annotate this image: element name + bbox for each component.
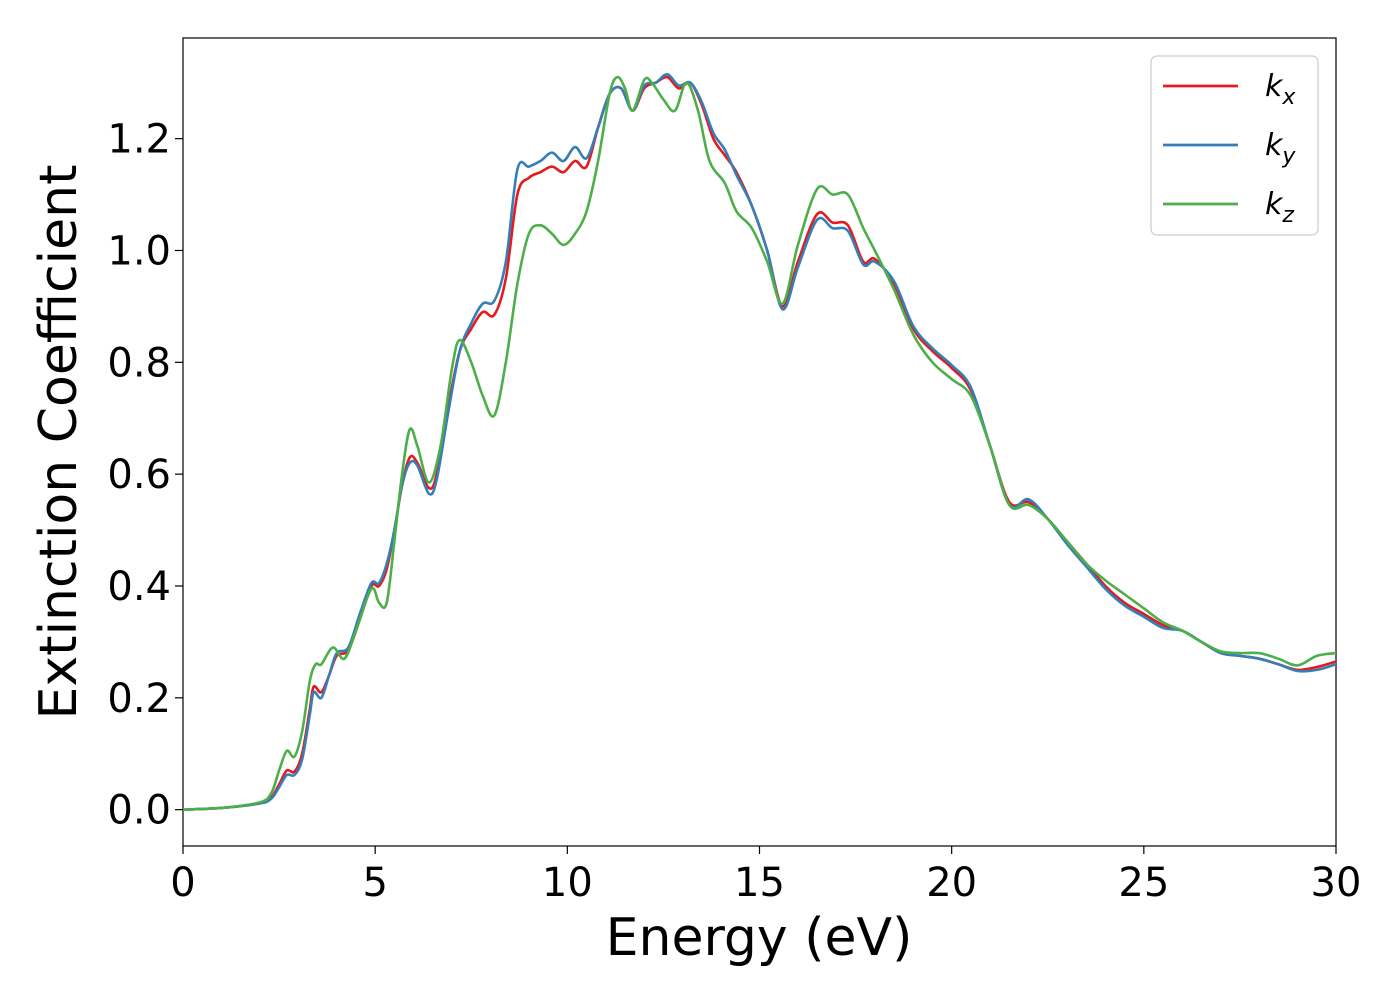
y-axis: 0.0 0.2 0.4 0.6 0.8 1.0 1.2: [107, 117, 183, 834]
series-line-z: [183, 75, 1336, 811]
x-tick-label: 5: [362, 860, 387, 906]
legend-label-z: kz: [1265, 187, 1294, 228]
legend-label-y: ky: [1265, 128, 1296, 169]
legend-label-base: k: [1265, 187, 1284, 222]
legend-label-base: k: [1265, 69, 1284, 104]
series-group: [183, 73, 1336, 811]
x-tick-label: 20: [926, 860, 977, 906]
y-axis-title: Extinction Coefficient: [29, 165, 89, 720]
y-tick-label: 0.8: [107, 340, 171, 386]
x-tick-label: 15: [734, 860, 785, 906]
x-tick-label: 25: [1118, 860, 1169, 906]
legend-label-subscript: z: [1281, 203, 1294, 228]
legend-label-x: kx: [1265, 69, 1296, 110]
x-tick-label: 30: [1311, 860, 1362, 906]
y-tick-label: 1.2: [107, 117, 171, 163]
x-axis: 0 5 10 15 20 25 30: [170, 846, 1361, 906]
legend-label-base: k: [1265, 128, 1284, 163]
series-line-y: [183, 73, 1336, 811]
x-tick-label: 10: [542, 860, 593, 906]
legend-label-subscript: x: [1281, 85, 1296, 110]
y-tick-label: 1.0: [107, 228, 171, 274]
y-tick-label: 0.2: [107, 676, 171, 722]
legend-label-subscript: y: [1281, 144, 1296, 169]
x-tick-label: 0: [170, 860, 195, 906]
x-axis-title: Energy (eV): [606, 908, 913, 968]
y-tick-label: 0.4: [107, 564, 171, 610]
y-tick-label: 0.6: [107, 452, 171, 498]
y-tick-label: 0.0: [107, 788, 171, 834]
